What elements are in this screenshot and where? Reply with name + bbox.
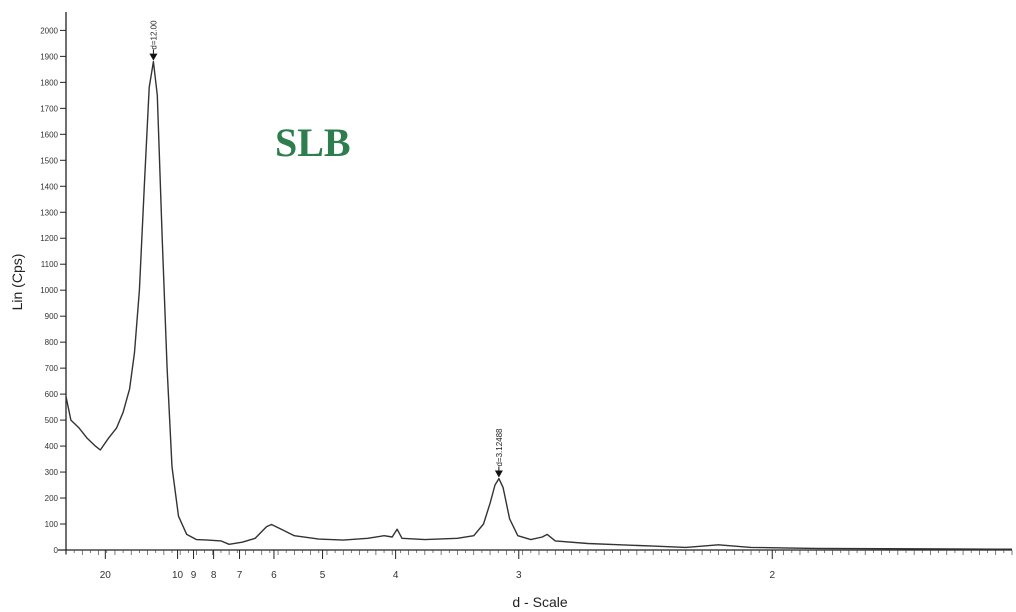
x-tick-label: 7 — [237, 570, 243, 581]
y-tick-label: 1000 — [40, 286, 58, 295]
sample-label: SLB — [275, 120, 351, 165]
x-tick-label: 10 — [172, 570, 184, 581]
y-tick-label: 700 — [45, 364, 59, 373]
y-tick-label: 0 — [54, 546, 59, 555]
y-tick-label: 1800 — [40, 78, 58, 87]
y-tick-label: 500 — [45, 416, 59, 425]
y-tick-label: 800 — [45, 338, 59, 347]
y-axis: 0 100 200 300 400 500 600 700 800 900 1000 1100 1200… — [40, 12, 67, 555]
y-tick-label: 1900 — [40, 52, 58, 61]
peak-label: d=12.00 — [149, 20, 158, 50]
peak-marker — [149, 53, 158, 61]
y-tick-label: 900 — [45, 312, 59, 321]
series-line — [65, 60, 1012, 550]
x-tick-label: 8 — [211, 570, 217, 581]
y-tick-label: 1500 — [40, 156, 58, 165]
peak-marker — [494, 470, 503, 478]
y-tick-label: 1300 — [40, 208, 58, 217]
x-tick-label: 9 — [191, 570, 197, 581]
x-axis: 20 10 9 8 7 6 5 4 3 2 — [58, 549, 1013, 581]
peak-markers: d=12.00 d=3.12488 — [149, 20, 504, 478]
y-tick-label: 300 — [45, 468, 59, 477]
x-tick-label: 6 — [271, 570, 277, 581]
y-tick-label: 200 — [45, 494, 59, 503]
x-tick-label: 5 — [320, 570, 326, 581]
x-tick-label: 3 — [516, 570, 522, 581]
y-tick-label: 2000 — [40, 26, 58, 35]
x-tick-label: 20 — [100, 570, 112, 581]
x-tick-label: 2 — [769, 570, 775, 581]
x-axis-title: d - Scale — [512, 594, 567, 610]
y-tick-label: 1700 — [40, 104, 58, 113]
y-tick-label: 400 — [45, 442, 59, 451]
y-tick-label: 1400 — [40, 182, 58, 191]
y-tick-label: 600 — [45, 390, 59, 399]
y-tick-label: 1100 — [41, 260, 59, 269]
peak-label: d=3.12488 — [495, 428, 504, 467]
x-tick-label: 4 — [393, 570, 399, 581]
y-tick-label: 100 — [45, 520, 59, 529]
y-axis-title: Lin (Cps) — [9, 254, 25, 311]
y-tick-label: 1600 — [40, 130, 58, 139]
y-tick-label: 1200 — [40, 234, 58, 243]
